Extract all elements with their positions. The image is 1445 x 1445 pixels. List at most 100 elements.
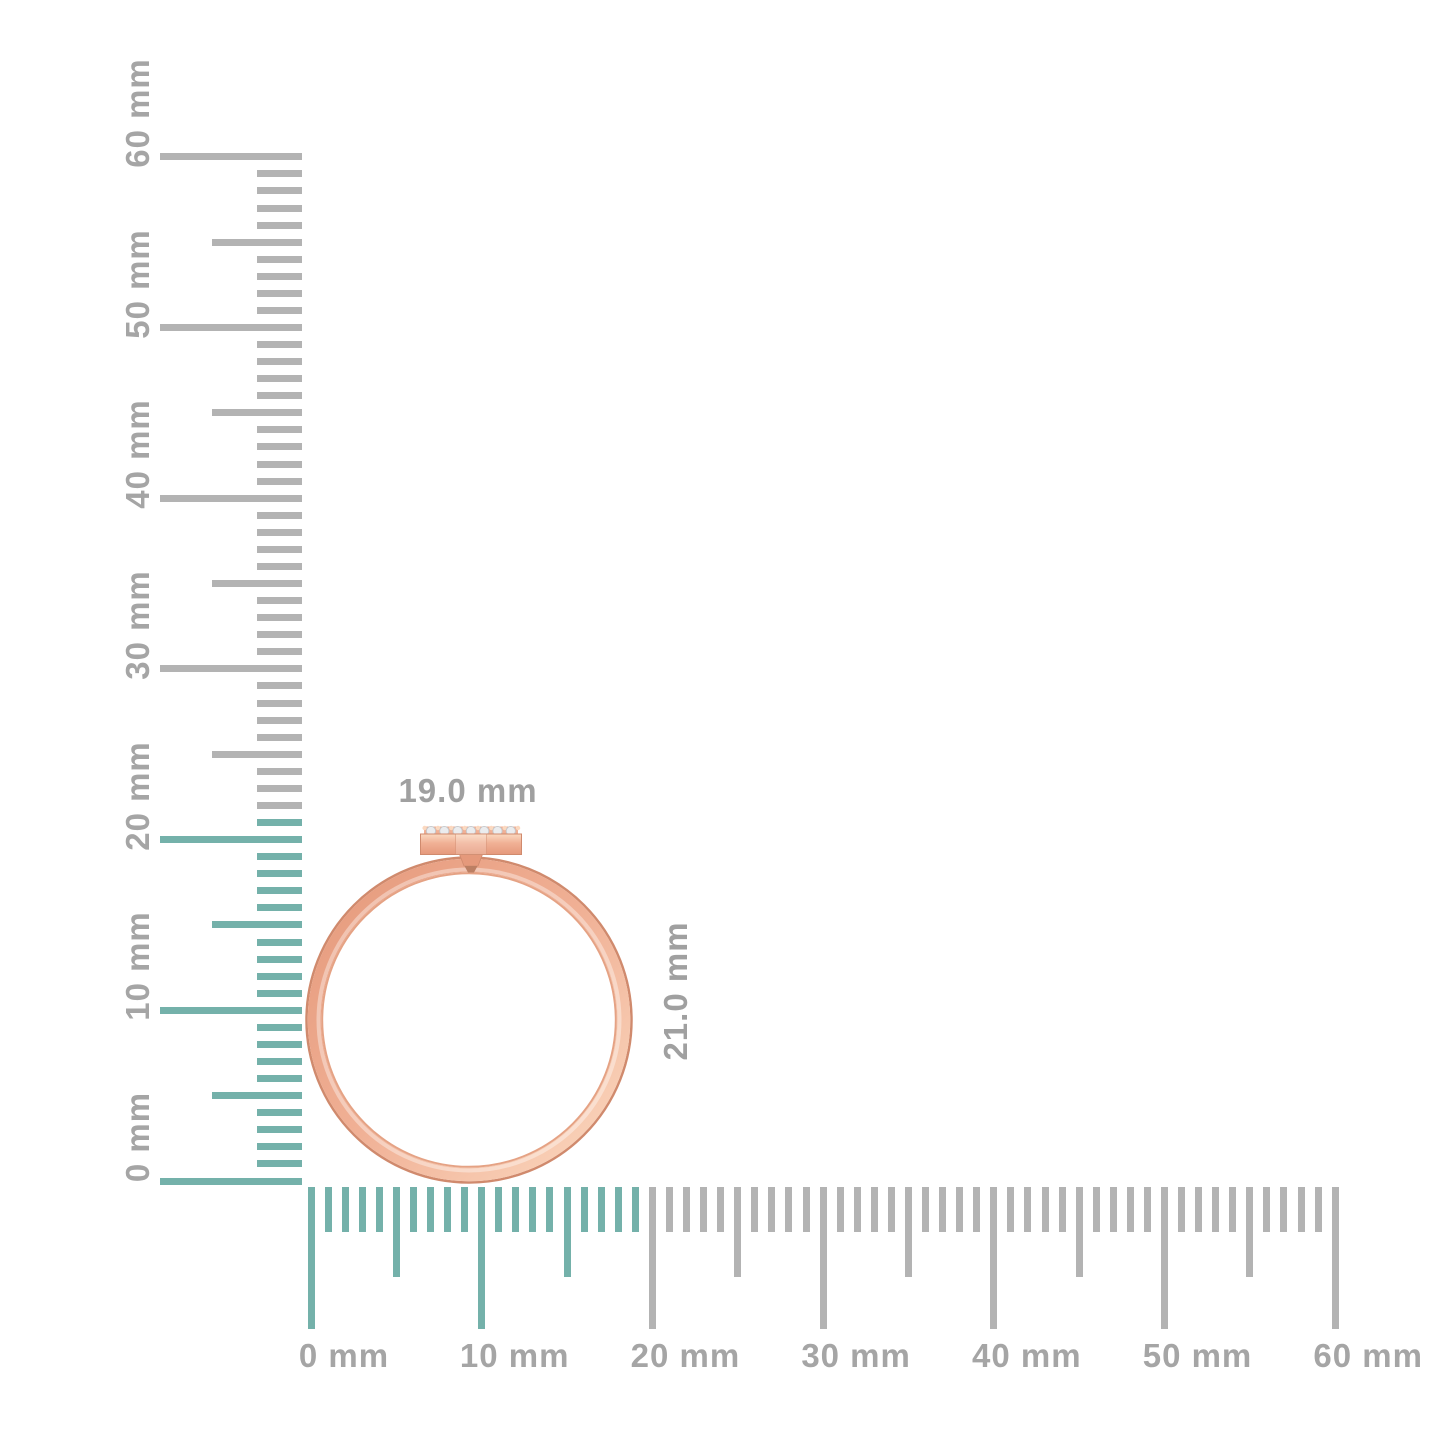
horizontal-ruler-tick <box>939 1187 947 1232</box>
horizontal-ruler-tick <box>717 1187 725 1232</box>
horizontal-ruler-tick <box>529 1187 537 1232</box>
vertical-ruler-tick <box>160 324 302 331</box>
vertical-ruler-tick <box>257 289 302 297</box>
horizontal-ruler-tick <box>768 1187 776 1232</box>
vertical-ruler-tick <box>257 272 302 280</box>
diamond-bar <box>420 825 522 873</box>
vertical-ruler-tick <box>257 699 302 707</box>
horizontal-ruler-tick <box>546 1187 554 1232</box>
horizontal-ruler-tick <box>341 1187 349 1232</box>
horizontal-ruler-tick <box>1297 1187 1305 1232</box>
height-dimension-label: 21.0 mm <box>657 921 694 1061</box>
horizontal-ruler-tick <box>1178 1187 1186 1232</box>
horizontal-ruler-tick <box>1229 1187 1237 1232</box>
horizontal-ruler-tick <box>375 1187 383 1232</box>
vertical-ruler-tick <box>257 989 302 997</box>
diamond-stone <box>505 825 516 837</box>
horizontal-ruler-tick <box>307 1187 315 1329</box>
vertical-ruler-tick <box>257 597 302 605</box>
vertical-ruler-tick <box>257 648 302 656</box>
horizontal-ruler-label: 60 mm <box>1313 1337 1423 1374</box>
horizontal-ruler-label: 40 mm <box>972 1337 1082 1374</box>
ring-band <box>305 856 633 1184</box>
vertical-ruler-label: 50 mm <box>119 228 156 339</box>
vertical-ruler-tick <box>257 853 302 861</box>
horizontal-ruler-tick <box>1092 1187 1100 1232</box>
horizontal-ruler-tick <box>444 1187 452 1232</box>
horizontal-ruler-tick <box>631 1187 639 1232</box>
vertical-ruler-label: 20 mm <box>119 740 156 851</box>
horizontal-ruler-tick <box>904 1187 912 1277</box>
horizontal-ruler-tick <box>426 1187 434 1232</box>
prong <box>502 825 507 831</box>
vertical-ruler-tick <box>212 921 302 929</box>
horizontal-ruler-tick <box>734 1187 742 1277</box>
horizontal-ruler-label: 20 mm <box>630 1337 741 1374</box>
horizontal-ruler-label: 10 mm <box>459 1337 570 1374</box>
horizontal-ruler-tick <box>1041 1187 1049 1232</box>
horizontal-ruler-tick <box>819 1187 827 1329</box>
horizontal-ruler-tick <box>1161 1187 1168 1329</box>
horizontal-ruler-tick <box>512 1187 520 1232</box>
horizontal-ruler-tick <box>1195 1187 1203 1232</box>
horizontal-ruler-tick <box>700 1187 708 1232</box>
horizontal-ruler-tick <box>1331 1187 1339 1329</box>
horizontal-ruler-tick <box>495 1187 503 1232</box>
horizontal-ruler-tick <box>1212 1187 1220 1232</box>
horizontal-ruler-tick <box>392 1187 400 1277</box>
width-dimension-label: 19.0 mm <box>398 772 538 809</box>
vertical-ruler-tick <box>257 1143 302 1151</box>
vertical-ruler-tick <box>257 819 302 827</box>
horizontal-ruler-tick <box>1143 1187 1151 1232</box>
horizontal-ruler-tick <box>836 1187 844 1232</box>
vertical-ruler-tick <box>160 1177 302 1185</box>
vertical-ruler-tick <box>257 1160 302 1168</box>
diamond-stone <box>492 825 503 837</box>
diamond-stone <box>439 825 450 837</box>
horizontal-ruler-tick <box>665 1187 673 1232</box>
horizontal-ruler-tick <box>461 1187 469 1232</box>
prong <box>515 825 521 831</box>
diamond-stone <box>479 825 490 837</box>
vertical-ruler-tick <box>160 836 302 844</box>
vertical-ruler-tick <box>257 1023 302 1031</box>
vertical-ruler-tick <box>257 614 302 622</box>
prong <box>489 825 494 831</box>
vertical-ruler-tick <box>257 187 302 195</box>
vertical-ruler-label: 30 mm <box>119 570 156 680</box>
horizontal-ruler-label: 50 mm <box>1142 1337 1253 1374</box>
vertical-ruler-tick <box>212 580 302 588</box>
vertical-ruler-tick <box>257 460 302 468</box>
vertical-ruler-tick <box>257 972 302 980</box>
vertical-ruler-label: 60 mm <box>119 58 156 168</box>
vertical-ruler-tick <box>257 870 302 878</box>
vertical-ruler-tick <box>257 170 302 178</box>
diamond-stone <box>452 825 463 837</box>
horizontal-ruler-tick <box>1263 1187 1271 1232</box>
vertical-ruler-tick <box>257 562 302 570</box>
vertical-ruler-tick <box>257 426 302 434</box>
vertical-ruler-tick <box>257 443 302 451</box>
vertical-ruler-tick <box>257 1058 302 1065</box>
vertical-ruler-tick <box>257 716 302 724</box>
vertical-ruler-label: 0 mm <box>119 1091 156 1183</box>
diamond-stones <box>422 825 521 837</box>
prong <box>449 825 454 831</box>
horizontal-ruler-tick <box>683 1187 691 1232</box>
vertical-ruler-tick <box>257 375 302 383</box>
vertical-ruler-tick <box>212 238 302 246</box>
vertical-ruler-tick <box>257 767 302 775</box>
horizontal-ruler-tick <box>785 1187 793 1232</box>
diamond-stone <box>465 825 476 837</box>
vertical-ruler-tick <box>257 221 302 229</box>
horizontal-ruler-tick <box>870 1187 878 1232</box>
horizontal-ruler-tick <box>1126 1187 1134 1232</box>
horizontal-ruler-tick <box>1007 1187 1015 1232</box>
vertical-ruler-tick <box>257 784 302 792</box>
horizontal-ruler-tick <box>990 1187 998 1329</box>
horizontal-ruler-tick <box>1109 1187 1117 1232</box>
vertical-ruler-tick <box>257 306 302 314</box>
horizontal-ruler-tick <box>324 1187 332 1232</box>
prong <box>435 825 441 831</box>
horizontal-ruler-tick <box>1280 1187 1288 1232</box>
